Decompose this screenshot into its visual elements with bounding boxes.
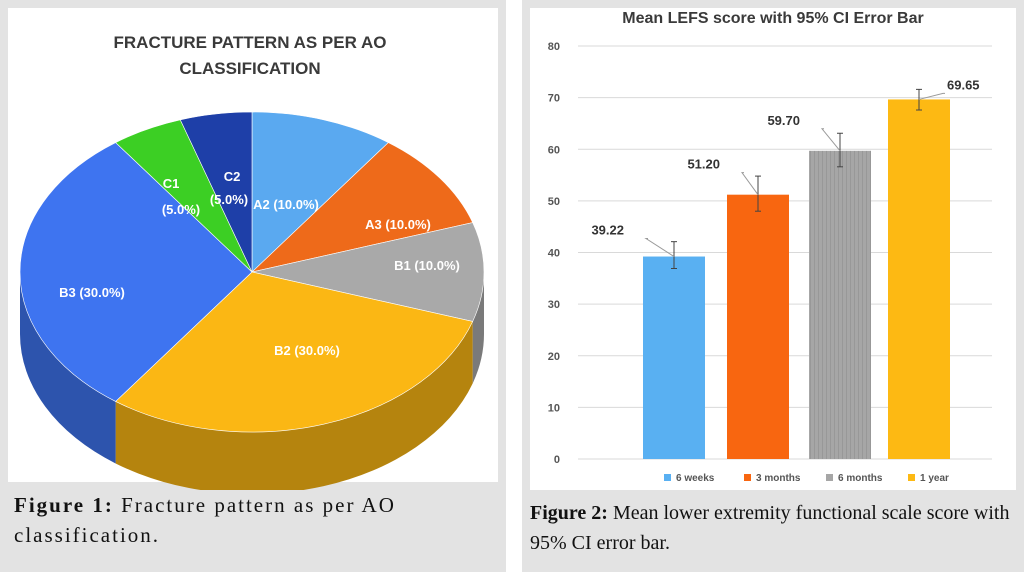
legend-label-2: 6 months bbox=[838, 473, 883, 484]
y-tick-label-40: 40 bbox=[548, 248, 560, 260]
leader-line-1 bbox=[741, 172, 759, 195]
pie-label-c2-line-1: C2 bbox=[224, 169, 241, 184]
bars bbox=[643, 99, 950, 459]
legend-label-3: 1 year bbox=[920, 473, 949, 484]
pie-title-line-2: CLASSIFICATION bbox=[179, 59, 321, 78]
legend-swatch-0 bbox=[664, 474, 671, 481]
y-tick-label-30: 30 bbox=[548, 299, 560, 311]
pie-label-b3: B3 (30.0%) bbox=[59, 285, 125, 300]
bar-y-tick-labels: 0 10 20 30 40 50 60 70 80 bbox=[548, 41, 560, 466]
figure-1-caption: Figure 1: Fracture pattern as per AO cla… bbox=[14, 490, 502, 550]
legend-swatch-1 bbox=[744, 474, 751, 481]
legend-swatch-2 bbox=[826, 474, 833, 481]
pie-slice-a2 bbox=[251, 111, 389, 273]
y-tick-label-80: 80 bbox=[548, 41, 560, 53]
y-tick-label-10: 10 bbox=[548, 402, 560, 414]
data-labels: 39.22 51.20 59.70 69.65 bbox=[591, 77, 980, 257]
bar-chart-title: Mean LEFS score with 95% CI Error Bar bbox=[622, 10, 924, 27]
pie-slice-a3 bbox=[251, 142, 474, 273]
bar-6-months bbox=[809, 150, 871, 459]
figure-1-caption-text: Fracture pattern as per AO classificatio… bbox=[14, 493, 396, 547]
data-label-1: 51.20 bbox=[687, 157, 720, 172]
pie-slice-c2 bbox=[179, 111, 253, 273]
figure-2-caption-label: Figure 2: bbox=[530, 502, 608, 524]
pie-side-b3 bbox=[20, 272, 116, 464]
data-label-0: 39.22 bbox=[591, 223, 624, 238]
y-tick-label-0: 0 bbox=[554, 454, 560, 466]
bar-chart: 0 10 20 30 40 50 60 70 80 39.22 51.20 59.70 69.65 6 w… bbox=[548, 41, 992, 484]
bar-6-weeks bbox=[643, 256, 705, 459]
y-tick-label-70: 70 bbox=[548, 93, 560, 105]
pie-chart-title: FRACTURE PATTERN AS PER AO CLASSIFICATIO… bbox=[60, 30, 440, 82]
pie-slice-b2 bbox=[115, 271, 474, 433]
bar-legend: 6 weeks 3 months 6 months 1 year bbox=[664, 473, 949, 484]
data-label-3: 69.65 bbox=[947, 77, 980, 92]
bar-1-year bbox=[888, 99, 950, 459]
pie-slice-b1 bbox=[251, 222, 485, 322]
figure-2-caption-text: Mean lower extremity functional scale sc… bbox=[530, 502, 1010, 554]
y-tick-label-20: 20 bbox=[548, 351, 560, 363]
leader-line-2 bbox=[820, 128, 841, 152]
pie-side-b1 bbox=[472, 272, 484, 384]
leader-line-0 bbox=[644, 238, 675, 257]
figure-2-caption: Figure 2: Mean lower extremity functiona… bbox=[530, 498, 1020, 558]
legend-label-1: 3 months bbox=[756, 473, 801, 484]
pie-slices bbox=[19, 111, 485, 433]
pie-label-c1-line-2: (5.0%) bbox=[162, 202, 200, 217]
pie-title-line-1: FRACTURE PATTERN AS PER AO bbox=[113, 33, 387, 52]
pie-label-a2: A2 (10.0%) bbox=[253, 197, 319, 212]
pie-chart: A2 (10.0%) A3 (10.0%) B1 (10.0%) B2 (30.0%)… bbox=[19, 111, 485, 490]
pie-side-walls bbox=[20, 272, 484, 490]
y-tick-label-50: 50 bbox=[548, 196, 560, 208]
legend-label-0: 6 weeks bbox=[676, 473, 715, 484]
pie-label-c2-line-2: (5.0%) bbox=[210, 192, 248, 207]
figure-1-caption-label: Figure 1: bbox=[14, 493, 114, 517]
pie-label-b2: B2 (30.0%) bbox=[274, 343, 340, 358]
y-tick-label-60: 60 bbox=[548, 144, 560, 156]
pie-labels: A2 (10.0%) A3 (10.0%) B1 (10.0%) B2 (30.0%)… bbox=[59, 169, 460, 358]
pie-label-b1: B1 (10.0%) bbox=[394, 258, 460, 273]
pie-slice-b3 bbox=[19, 142, 253, 402]
pie-side-b2 bbox=[115, 321, 473, 490]
pie-label-a3: A3 (10.0%) bbox=[365, 217, 431, 232]
legend-swatch-3 bbox=[908, 474, 915, 481]
pie-label-c1-line-1: C1 bbox=[163, 176, 180, 191]
data-label-2: 59.70 bbox=[767, 113, 800, 128]
bar-3-months bbox=[727, 194, 789, 459]
leader-line-3 bbox=[918, 92, 945, 100]
